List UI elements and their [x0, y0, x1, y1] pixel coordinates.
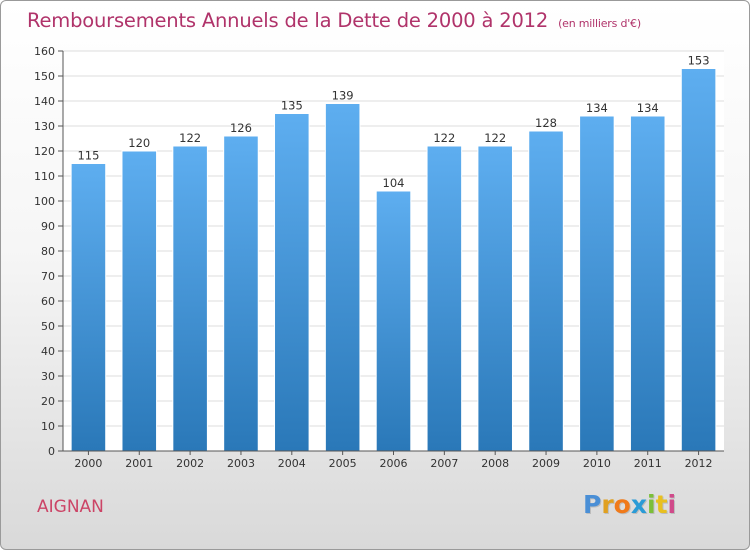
y-tick-label: 0: [48, 445, 55, 458]
y-tick-label: 110: [34, 170, 55, 183]
proxiti-logo: Proxiti: [583, 490, 676, 519]
x-tick-label-2003: 2003: [227, 457, 255, 470]
x-tick-label-2000: 2000: [74, 457, 102, 470]
x-tick-label-2008: 2008: [481, 457, 509, 470]
data-label-2003: 126: [230, 121, 252, 135]
bar-2003: [223, 135, 259, 452]
y-tick-label: 160: [34, 45, 55, 58]
x-tick-label-2005: 2005: [329, 457, 357, 470]
x-tick-label-2002: 2002: [176, 457, 204, 470]
data-label-2004: 135: [281, 99, 303, 113]
data-label-2006: 104: [383, 176, 405, 190]
x-tick-label-2010: 2010: [583, 457, 611, 470]
data-label-2012: 153: [688, 54, 710, 68]
y-tick-label: 10: [41, 420, 55, 433]
y-tick-label: 30: [41, 370, 55, 383]
bar-2012: [680, 68, 717, 452]
chart-title: Remboursements Annuels de la Dette de 20…: [27, 9, 641, 32]
y-tick-label: 90: [41, 220, 55, 233]
y-tick-label: 100: [34, 195, 55, 208]
data-label-2011: 134: [637, 101, 659, 115]
title-unit: (en milliers d'€): [558, 17, 641, 30]
logo-letter: r: [601, 490, 614, 519]
x-tick-label-2009: 2009: [532, 457, 560, 470]
y-tick-label: 60: [41, 295, 55, 308]
logo-letter: i: [647, 490, 656, 519]
data-label-2002: 122: [179, 131, 201, 145]
y-tick-label: 140: [34, 95, 55, 108]
logo-letter: t: [655, 490, 668, 519]
y-tick-label: 150: [34, 70, 55, 83]
bar-2006: [375, 190, 412, 452]
x-tick-label-2012: 2012: [685, 457, 713, 470]
bar-2001: [121, 150, 158, 452]
y-tick-label: 40: [41, 345, 55, 358]
logo-letter: P: [583, 490, 602, 519]
bar-2008: [477, 145, 513, 452]
x-axis: 2000 2001 2002 2003 2004 2005 2006 2007 2008 2009…: [63, 450, 724, 470]
data-label-2007: 122: [433, 131, 455, 145]
data-label-2005: 139: [332, 89, 354, 103]
data-label-2009: 128: [535, 116, 557, 130]
commune-name: AIGNAN: [37, 497, 104, 517]
data-label-2008: 122: [484, 131, 506, 145]
data-label-2010: 134: [586, 101, 608, 115]
y-tick-label: 120: [34, 145, 55, 158]
bar-2005: [324, 103, 361, 452]
x-tick-label-2001: 2001: [125, 457, 153, 470]
bar-2000: [70, 163, 107, 452]
data-label-2001: 120: [128, 136, 150, 150]
bar-2004: [274, 113, 310, 452]
x-tick-label-2011: 2011: [634, 457, 662, 470]
y-tick-label: 50: [41, 320, 55, 333]
y-tick-label: 80: [41, 245, 55, 258]
x-tick-label-2006: 2006: [380, 457, 408, 470]
x-tick-label-2007: 2007: [430, 457, 458, 470]
title-text: Remboursements Annuels de la Dette de 20…: [27, 9, 549, 32]
bar-2007: [426, 145, 463, 452]
bar-2009: [528, 130, 564, 452]
y-tick-label: 70: [41, 270, 55, 283]
y-tick-label: 20: [41, 395, 55, 408]
bar-2011: [629, 115, 666, 452]
logo-letter: o: [613, 490, 631, 519]
x-tick-label-2004: 2004: [278, 457, 306, 470]
data-label-2000: 115: [77, 149, 99, 163]
bar-2010: [579, 115, 615, 452]
bar-2002: [172, 145, 208, 452]
bars: [70, 68, 717, 452]
data-labels: 115 120 122 126 135 139 104 122 122 128 134 134 153: [77, 54, 709, 191]
y-axis: 0 10 20 30 40 50 60 70 80 90 100 110 120 130 140 150 160: [34, 45, 64, 458]
logo-letter: i: [667, 490, 677, 519]
logo-letter: x: [630, 490, 647, 519]
y-tick-label: 130: [34, 120, 55, 133]
